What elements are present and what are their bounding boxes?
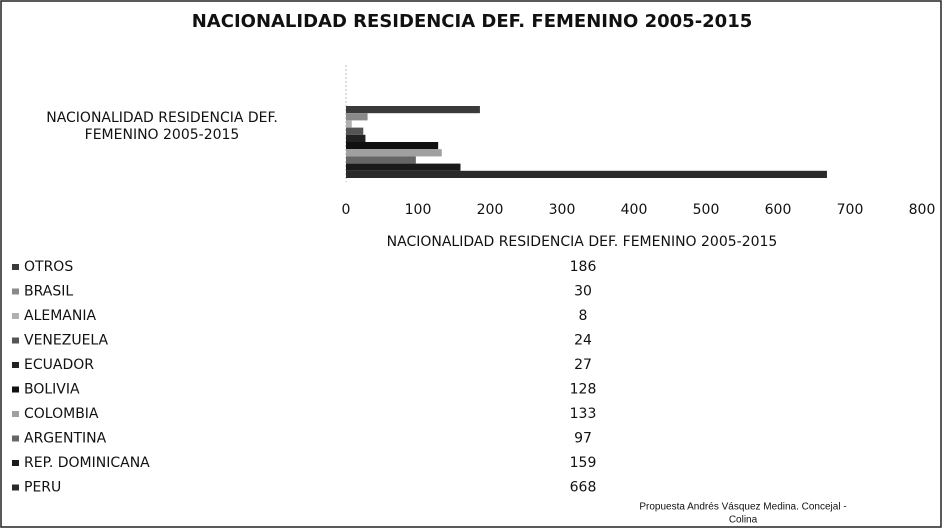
x-tick-label: 800 [909, 202, 936, 218]
x-tick-label: 300 [549, 202, 576, 218]
legend-swatch [12, 460, 19, 466]
legend-label: BOLIVIA [24, 382, 80, 398]
legend-label: ECUADOR [24, 357, 94, 373]
x-tick-label: 0 [342, 202, 351, 218]
bar [346, 134, 366, 142]
legend-swatch [12, 337, 19, 344]
legend-label: PERU [24, 480, 61, 496]
x-tick-label: 700 [837, 202, 864, 218]
chart-title: NACIONALIDAD RESIDENCIA DEF. FEMENINO 20… [192, 11, 753, 32]
table-value: 30 [574, 284, 592, 300]
legend-label: COLOMBIA [24, 406, 99, 422]
x-tick-label: 500 [693, 202, 720, 218]
bar [346, 170, 827, 178]
table-value: 186 [570, 259, 597, 275]
table-value: 97 [574, 431, 592, 447]
legend-swatch [12, 386, 19, 393]
table-value: 159 [570, 455, 597, 471]
table-value: 133 [570, 406, 597, 422]
legend-swatch [12, 313, 19, 319]
bar [346, 106, 480, 114]
category-label: NACIONALIDAD RESIDENCIA DEF. FEMENINO 200… [46, 110, 278, 143]
table-value: 8 [579, 308, 588, 324]
bar [346, 156, 416, 164]
legend-label: OTROS [24, 259, 73, 275]
legend-swatch [12, 411, 19, 417]
bar [346, 120, 352, 128]
x-tick-label: 200 [477, 202, 504, 218]
legend-swatch [12, 264, 19, 270]
bar [346, 163, 461, 171]
legend-swatch [12, 484, 19, 491]
legend-label: BRASIL [24, 284, 73, 300]
table-value: 24 [574, 333, 592, 349]
note: Propuesta Andrés Vásquez Medina. Conceja… [639, 502, 846, 513]
bar [346, 142, 439, 150]
table-value: 27 [574, 357, 592, 373]
x-tick-label: 400 [621, 202, 648, 218]
legend-swatch [12, 362, 19, 368]
x-tick-label: 600 [765, 202, 792, 218]
bar [346, 113, 368, 121]
x-tick-label: 100 [405, 202, 432, 218]
table-header: NACIONALIDAD RESIDENCIA DEF. FEMENINO 20… [387, 234, 778, 250]
table-value: 668 [570, 480, 597, 496]
legend-label: ALEMANIA [24, 308, 96, 324]
table-value: 128 [570, 382, 597, 398]
bar [346, 149, 442, 157]
bar [346, 127, 364, 135]
note: Colina [729, 515, 758, 526]
legend-swatch [12, 435, 19, 442]
legend-label: REP. DOMINICANA [24, 455, 150, 471]
legend-label: VENEZUELA [24, 333, 109, 349]
legend-label: ARGENTINA [24, 431, 107, 447]
legend-swatch [12, 288, 19, 295]
